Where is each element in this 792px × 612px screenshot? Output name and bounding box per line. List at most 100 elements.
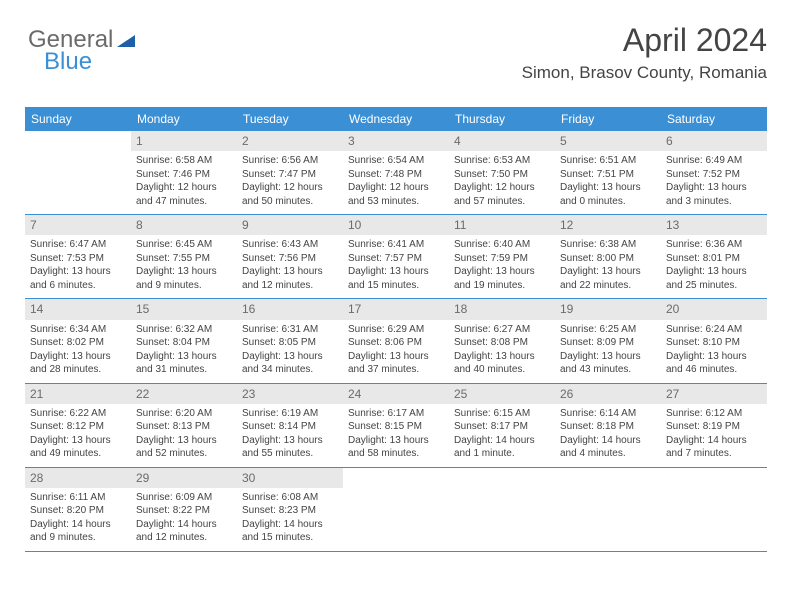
daylight-text: Daylight: 13 hours and 34 minutes. — [242, 350, 338, 377]
weekday-header-row: SundayMondayTuesdayWednesdayThursdayFrid… — [25, 107, 767, 131]
day-cell: 19Sunrise: 6:25 AMSunset: 8:09 PMDayligh… — [555, 299, 661, 382]
day-number: 27 — [661, 384, 767, 404]
sunrise-text: Sunrise: 6:08 AM — [242, 491, 338, 505]
daylight-text: Daylight: 13 hours and 6 minutes. — [30, 265, 126, 292]
daylight-text: Daylight: 13 hours and 15 minutes. — [348, 265, 444, 292]
daylight-text: Daylight: 14 hours and 4 minutes. — [560, 434, 656, 461]
calendar-weeks: 1Sunrise: 6:58 AMSunset: 7:46 PMDaylight… — [25, 131, 767, 552]
day-cell: 30Sunrise: 6:08 AMSunset: 8:23 PMDayligh… — [237, 468, 343, 551]
day-cell: 6Sunrise: 6:49 AMSunset: 7:52 PMDaylight… — [661, 131, 767, 214]
day-cell — [343, 468, 449, 551]
sunrise-text: Sunrise: 6:40 AM — [454, 238, 550, 252]
day-number: 4 — [449, 131, 555, 151]
day-cell: 29Sunrise: 6:09 AMSunset: 8:22 PMDayligh… — [131, 468, 237, 551]
day-cell: 17Sunrise: 6:29 AMSunset: 8:06 PMDayligh… — [343, 299, 449, 382]
daylight-text: Daylight: 13 hours and 3 minutes. — [666, 181, 762, 208]
day-cell: 12Sunrise: 6:38 AMSunset: 8:00 PMDayligh… — [555, 215, 661, 298]
sunrise-text: Sunrise: 6:34 AM — [30, 323, 126, 337]
day-cell: 1Sunrise: 6:58 AMSunset: 7:46 PMDaylight… — [131, 131, 237, 214]
day-cell: 20Sunrise: 6:24 AMSunset: 8:10 PMDayligh… — [661, 299, 767, 382]
day-cell: 7Sunrise: 6:47 AMSunset: 7:53 PMDaylight… — [25, 215, 131, 298]
sunrise-text: Sunrise: 6:11 AM — [30, 491, 126, 505]
day-cell: 26Sunrise: 6:14 AMSunset: 8:18 PMDayligh… — [555, 384, 661, 467]
day-cell: 24Sunrise: 6:17 AMSunset: 8:15 PMDayligh… — [343, 384, 449, 467]
sunrise-text: Sunrise: 6:43 AM — [242, 238, 338, 252]
sunrise-text: Sunrise: 6:32 AM — [136, 323, 232, 337]
logo-triangle-icon — [115, 26, 137, 54]
day-cell — [661, 468, 767, 551]
sunset-text: Sunset: 8:20 PM — [30, 504, 126, 518]
sunrise-text: Sunrise: 6:58 AM — [136, 154, 232, 168]
day-cell: 5Sunrise: 6:51 AMSunset: 7:51 PMDaylight… — [555, 131, 661, 214]
daylight-text: Daylight: 12 hours and 47 minutes. — [136, 181, 232, 208]
day-number: 16 — [237, 299, 343, 319]
daylight-text: Daylight: 14 hours and 9 minutes. — [30, 518, 126, 545]
sunset-text: Sunset: 8:18 PM — [560, 420, 656, 434]
day-number: 3 — [343, 131, 449, 151]
daylight-text: Daylight: 13 hours and 58 minutes. — [348, 434, 444, 461]
day-cell: 16Sunrise: 6:31 AMSunset: 8:05 PMDayligh… — [237, 299, 343, 382]
day-cell — [449, 468, 555, 551]
sunset-text: Sunset: 7:50 PM — [454, 168, 550, 182]
sunset-text: Sunset: 8:15 PM — [348, 420, 444, 434]
daylight-text: Daylight: 13 hours and 25 minutes. — [666, 265, 762, 292]
day-number: 7 — [25, 215, 131, 235]
day-number: 2 — [237, 131, 343, 151]
sunset-text: Sunset: 8:17 PM — [454, 420, 550, 434]
day-number: 23 — [237, 384, 343, 404]
weekday-saturday: Saturday — [661, 107, 767, 131]
brand-blue-wrap: Blue — [44, 48, 92, 76]
daylight-text: Daylight: 13 hours and 9 minutes. — [136, 265, 232, 292]
sunset-text: Sunset: 7:57 PM — [348, 252, 444, 266]
sunset-text: Sunset: 7:48 PM — [348, 168, 444, 182]
sunrise-text: Sunrise: 6:29 AM — [348, 323, 444, 337]
day-number: 20 — [661, 299, 767, 319]
day-cell: 23Sunrise: 6:19 AMSunset: 8:14 PMDayligh… — [237, 384, 343, 467]
sunset-text: Sunset: 7:59 PM — [454, 252, 550, 266]
day-number: 12 — [555, 215, 661, 235]
daylight-text: Daylight: 13 hours and 12 minutes. — [242, 265, 338, 292]
sunset-text: Sunset: 8:04 PM — [136, 336, 232, 350]
sunset-text: Sunset: 7:55 PM — [136, 252, 232, 266]
sunset-text: Sunset: 7:47 PM — [242, 168, 338, 182]
location-text: Simon, Brasov County, Romania — [522, 63, 767, 83]
sunrise-text: Sunrise: 6:14 AM — [560, 407, 656, 421]
sunset-text: Sunset: 7:56 PM — [242, 252, 338, 266]
day-cell: 22Sunrise: 6:20 AMSunset: 8:13 PMDayligh… — [131, 384, 237, 467]
day-cell: 13Sunrise: 6:36 AMSunset: 8:01 PMDayligh… — [661, 215, 767, 298]
sunset-text: Sunset: 7:51 PM — [560, 168, 656, 182]
sunset-text: Sunset: 8:00 PM — [560, 252, 656, 266]
day-number: 29 — [131, 468, 237, 488]
daylight-text: Daylight: 13 hours and 37 minutes. — [348, 350, 444, 377]
day-cell: 15Sunrise: 6:32 AMSunset: 8:04 PMDayligh… — [131, 299, 237, 382]
day-number: 10 — [343, 215, 449, 235]
day-cell: 21Sunrise: 6:22 AMSunset: 8:12 PMDayligh… — [25, 384, 131, 467]
day-number: 28 — [25, 468, 131, 488]
sunset-text: Sunset: 8:19 PM — [666, 420, 762, 434]
day-number: 14 — [25, 299, 131, 319]
sunset-text: Sunset: 8:13 PM — [136, 420, 232, 434]
brand-blue: Blue — [44, 48, 92, 75]
daylight-text: Daylight: 13 hours and 43 minutes. — [560, 350, 656, 377]
sunset-text: Sunset: 8:02 PM — [30, 336, 126, 350]
sunset-text: Sunset: 8:09 PM — [560, 336, 656, 350]
daylight-text: Daylight: 14 hours and 7 minutes. — [666, 434, 762, 461]
sunrise-text: Sunrise: 6:17 AM — [348, 407, 444, 421]
day-number: 18 — [449, 299, 555, 319]
day-cell: 2Sunrise: 6:56 AMSunset: 7:47 PMDaylight… — [237, 131, 343, 214]
weekday-friday: Friday — [555, 107, 661, 131]
sunrise-text: Sunrise: 6:49 AM — [666, 154, 762, 168]
sunset-text: Sunset: 7:53 PM — [30, 252, 126, 266]
week-row: 14 Sunrise: 6:34 AMSunset: 8:02 PM Dayligh… — [25, 299, 767, 383]
day-number: 9 — [237, 215, 343, 235]
sunrise-text: Sunrise: 6:12 AM — [666, 407, 762, 421]
sunrise-text: Sunrise: 6:38 AM — [560, 238, 656, 252]
week-row: 28 Sunrise: 6:11 AMSunset: 8:20 PMDayligh… — [25, 468, 767, 552]
calendar: SundayMondayTuesdayWednesdayThursdayFrid… — [25, 107, 767, 552]
day-cell: 28 Sunrise: 6:11 AMSunset: 8:20 PMDayligh… — [25, 468, 131, 551]
day-cell: 3Sunrise: 6:54 AMSunset: 7:48 PMDaylight… — [343, 131, 449, 214]
day-cell: 9 Sunrise: 6:43 AMSunset: 7:56 PMDaylight… — [237, 215, 343, 298]
daylight-text: Daylight: 13 hours and 31 minutes. — [136, 350, 232, 377]
day-cell: 4Sunrise: 6:53 AMSunset: 7:50 PMDaylight… — [449, 131, 555, 214]
sunset-text: Sunset: 7:52 PM — [666, 168, 762, 182]
